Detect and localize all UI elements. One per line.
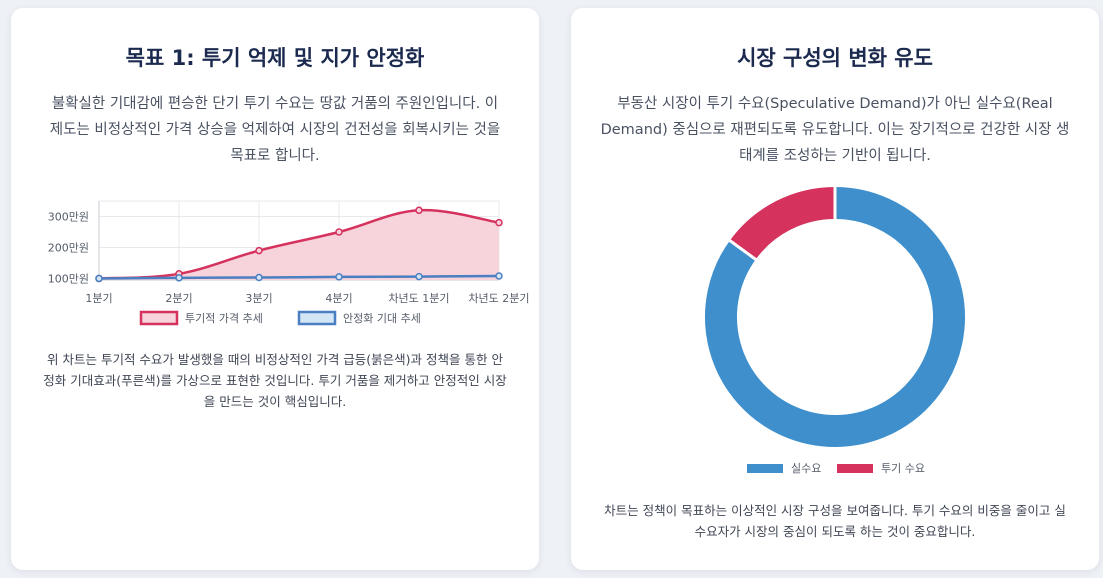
- legend-swatch: [747, 464, 783, 473]
- data-point: [495, 272, 503, 280]
- legend-label: 투기 수요: [881, 462, 925, 475]
- donut-slice: [729, 187, 836, 260]
- legend-swatch: [837, 464, 873, 473]
- price-trend-line-chart: 100만원 200만원 300만원 1분기 2분기 3분기 4분기 차년도 1분기 차년도 2분…: [48, 200, 530, 326]
- series-area: [99, 210, 499, 280]
- x-tick-label: 3분기: [245, 292, 272, 305]
- y-tick-label: 300만원: [48, 210, 89, 223]
- data-point: [95, 274, 103, 283]
- slice-separator: [728, 238, 758, 262]
- data-point: [335, 228, 343, 236]
- card-title: 시장 구성의 변화 유도: [737, 46, 933, 70]
- data-point: [335, 273, 343, 281]
- data-point: [415, 272, 423, 281]
- market-composition-donut-chart: 실수요 투기 수요: [705, 186, 965, 475]
- card-title: 목표 1: 투기 억제 및 지가 안정화: [125, 46, 425, 70]
- legend-label: 안정화 기대 추세: [343, 312, 421, 325]
- market-composition-card: 시장 구성의 변화 유도 부동산 시장이 투기 수요(Speculative D…: [571, 8, 1099, 570]
- data-point: [495, 218, 503, 227]
- chart-note: 차트는 정책이 목표하는 이상적인 시장 구성을 보여줍니다. 투기 수요의 비…: [604, 503, 1066, 539]
- legend-swatch: [297, 310, 337, 326]
- card-description: 불확실한 기대감에 편승한 단기 투기 수요는 땅값 거품의 주원인입니다. 이…: [49, 96, 501, 164]
- y-tick-label: 200만원: [48, 241, 89, 254]
- x-tick-label: 차년도 2분기: [468, 292, 529, 305]
- series-line: [98, 274, 500, 280]
- data-point: [415, 206, 423, 215]
- donut-slice: [705, 187, 965, 447]
- x-tick-label: 차년도 1분기: [388, 292, 449, 305]
- x-tick-label: 1분기: [85, 292, 112, 305]
- x-tick-label: 2분기: [165, 292, 192, 305]
- legend-label: 투기적 가격 추세: [185, 312, 263, 325]
- speculation-control-card: 목표 1: 투기 억제 및 지가 안정화 불확실한 기대감에 편승한 단기 투기…: [11, 8, 539, 570]
- data-point: [255, 273, 263, 282]
- data-point: [175, 274, 183, 282]
- chart-note: 위 차트는 투기적 수요가 발생했을 때의 비정상적인 가격 급등(붉은색)과 …: [43, 352, 507, 409]
- x-tick-label: 4분기: [325, 292, 352, 305]
- legend-swatch: [139, 310, 179, 326]
- data-point: [255, 246, 263, 255]
- legend-label: 실수요: [791, 462, 821, 475]
- y-tick-label: 100만원: [48, 272, 89, 285]
- card-description: 부동산 시장이 투기 수요(Speculative Demand)가 아닌 실수…: [600, 96, 1070, 164]
